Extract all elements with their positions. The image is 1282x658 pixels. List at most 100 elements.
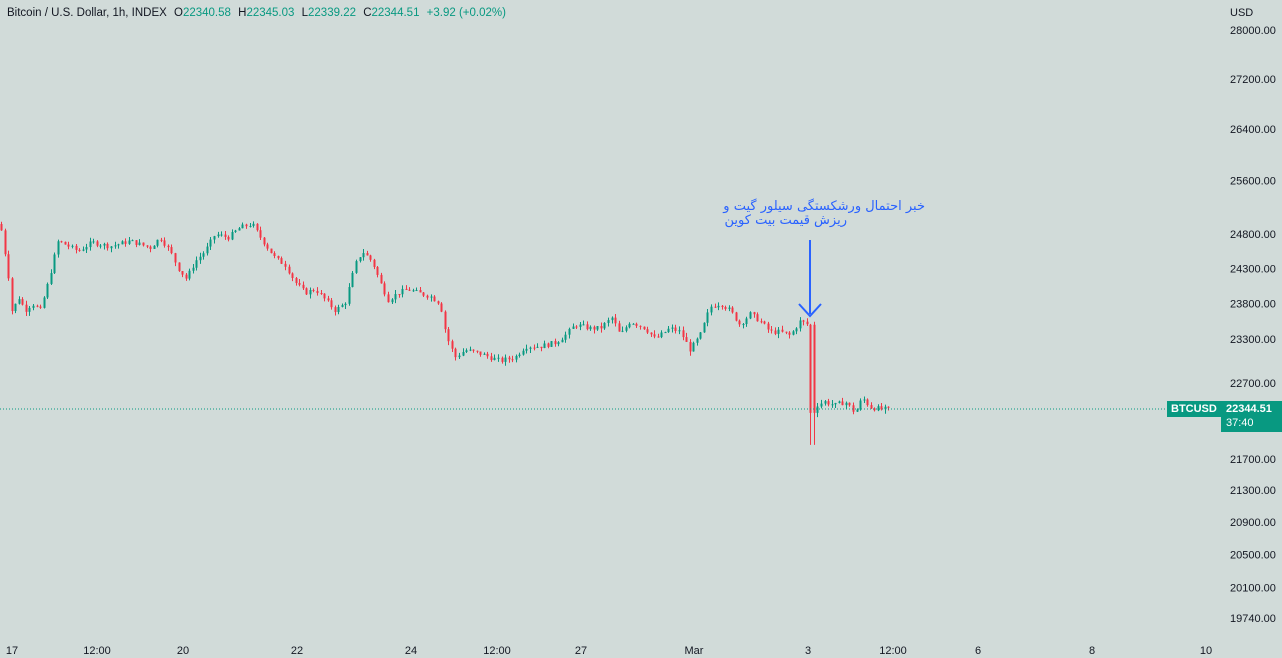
y-tick-label: 22700.00 bbox=[1230, 378, 1276, 390]
candle-body bbox=[518, 354, 521, 356]
candle-body bbox=[472, 349, 475, 351]
candle-body bbox=[596, 326, 599, 330]
candle-body bbox=[178, 262, 181, 272]
candle-body bbox=[735, 312, 738, 321]
candle-body bbox=[39, 306, 42, 308]
candle-body bbox=[85, 247, 88, 250]
candle-body bbox=[682, 330, 685, 338]
candle-body bbox=[437, 301, 440, 304]
candle-body bbox=[394, 294, 397, 300]
candle-body bbox=[46, 283, 49, 298]
candle-body bbox=[185, 274, 188, 279]
candle-body bbox=[845, 402, 848, 406]
candle-body bbox=[398, 294, 401, 296]
candle-body bbox=[820, 403, 823, 407]
candle-body bbox=[540, 346, 543, 349]
candle-body bbox=[53, 254, 56, 274]
last-price-value: 22344.51 bbox=[1226, 403, 1272, 415]
candle-body bbox=[415, 290, 418, 292]
legend-symbol: Bitcoin / U.S. Dollar, 1h, INDEX bbox=[7, 7, 167, 19]
candle-body bbox=[351, 272, 354, 288]
candle-body bbox=[564, 334, 567, 340]
candle-body bbox=[298, 283, 301, 285]
candle-body bbox=[103, 243, 106, 246]
candle-body bbox=[568, 328, 571, 335]
candle-body bbox=[288, 266, 291, 274]
candle-body bbox=[721, 305, 724, 308]
candle-body bbox=[685, 337, 688, 342]
candle-body bbox=[170, 247, 173, 254]
candle-body bbox=[887, 406, 890, 408]
candle-body bbox=[600, 326, 603, 329]
candle-body bbox=[802, 320, 805, 322]
candle-body bbox=[4, 230, 7, 255]
candle-body bbox=[841, 401, 844, 406]
x-tick-label: 12:00 bbox=[483, 645, 511, 657]
candle-body bbox=[284, 263, 287, 267]
candle-body bbox=[628, 323, 631, 328]
candle-body bbox=[430, 296, 433, 298]
bar-countdown: 37:40 bbox=[1226, 417, 1254, 429]
candle-body bbox=[831, 404, 834, 406]
candle-body bbox=[334, 307, 337, 313]
candle-body bbox=[344, 303, 347, 306]
candle-body bbox=[82, 249, 85, 251]
candle-body bbox=[589, 326, 592, 330]
candle-body bbox=[877, 406, 880, 411]
candle-body bbox=[64, 241, 67, 245]
candle-body bbox=[756, 314, 759, 322]
candle-body bbox=[582, 324, 585, 326]
candle-body bbox=[696, 338, 699, 343]
candle-body bbox=[320, 293, 323, 295]
candle-body bbox=[295, 278, 298, 284]
candle-body bbox=[249, 225, 252, 227]
legend-open: 22340.58 bbox=[182, 7, 231, 19]
candle-body bbox=[142, 242, 145, 246]
candle-body bbox=[419, 290, 422, 293]
candle-body bbox=[167, 245, 170, 248]
candle-body bbox=[11, 278, 14, 312]
price-axis[interactable]: 28000.00 27200.00 26400.00 25600.00 24800.00… bbox=[1230, 25, 1276, 625]
candle-body bbox=[366, 253, 369, 256]
candle-body bbox=[451, 341, 454, 349]
candle-body bbox=[813, 324, 816, 413]
y-tick-label: 23300.00 bbox=[1230, 334, 1276, 346]
candle-body bbox=[121, 241, 124, 245]
candle-body bbox=[621, 330, 624, 332]
candle-body bbox=[227, 236, 230, 240]
candle-body bbox=[149, 246, 152, 249]
candle-body bbox=[859, 400, 862, 410]
candle-body bbox=[728, 307, 731, 309]
candle-body bbox=[245, 224, 248, 227]
candle-body bbox=[444, 311, 447, 330]
candle-body bbox=[153, 245, 156, 249]
candle-body bbox=[714, 306, 717, 308]
candle-body bbox=[557, 342, 560, 345]
candle-body bbox=[593, 326, 596, 330]
time-axis[interactable]: 17 12:00 20 22 24 12:00 27 Mar 3 12:00 6 8 10 bbox=[6, 645, 1212, 657]
candle-body bbox=[75, 245, 78, 250]
candle-body bbox=[106, 243, 109, 249]
candle-body bbox=[270, 248, 273, 254]
candle-body bbox=[781, 329, 784, 332]
candle-body bbox=[18, 299, 21, 304]
candle-body bbox=[806, 321, 809, 325]
candle-body bbox=[280, 258, 283, 264]
candle-body bbox=[664, 332, 667, 334]
candle-body bbox=[309, 290, 312, 295]
legend-open-label: O bbox=[174, 7, 183, 19]
candle-body bbox=[383, 283, 386, 295]
y-tick-label: 28000.00 bbox=[1230, 25, 1276, 37]
legend-low: 22339.22 bbox=[308, 7, 356, 19]
candle-body bbox=[57, 241, 60, 255]
candle-body bbox=[852, 405, 855, 412]
candle-body bbox=[763, 321, 766, 324]
candle-body bbox=[135, 240, 138, 245]
candle-body bbox=[632, 323, 635, 325]
legend-change: +3.92 (+0.02%) bbox=[426, 7, 506, 19]
candle-body bbox=[252, 223, 255, 226]
currency-label[interactable]: USD bbox=[1230, 7, 1254, 19]
candle-body bbox=[614, 317, 617, 324]
candle-body bbox=[440, 303, 443, 312]
